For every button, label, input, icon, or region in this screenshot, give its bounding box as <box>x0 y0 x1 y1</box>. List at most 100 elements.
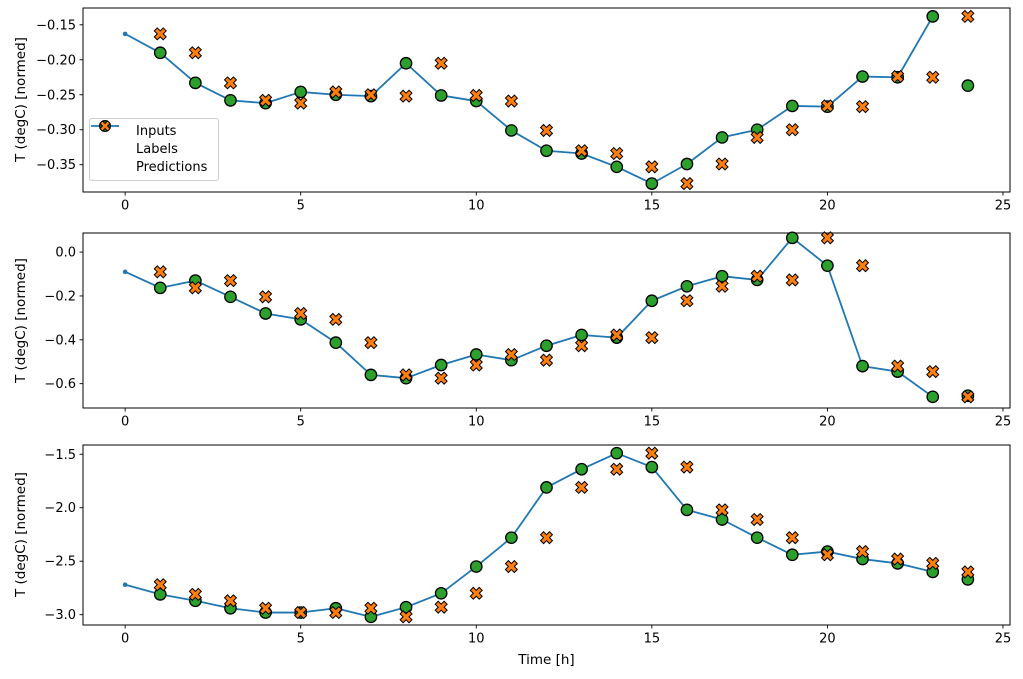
prediction-marker <box>715 157 729 171</box>
prediction-marker <box>258 290 273 304</box>
label-marker <box>259 307 272 320</box>
input-point <box>122 582 128 588</box>
label-marker <box>294 85 308 99</box>
prediction-marker <box>890 69 905 84</box>
input-point <box>122 269 128 275</box>
predictions-scatter <box>153 231 975 404</box>
prediction-marker <box>785 123 799 137</box>
label-marker <box>329 336 343 349</box>
prediction-marker <box>785 531 799 545</box>
prediction-marker <box>329 312 343 327</box>
label-marker <box>540 481 553 494</box>
x-tick-label: 15 <box>644 199 661 214</box>
label-marker <box>434 89 448 102</box>
label-marker <box>153 46 167 60</box>
y-tick-label: −0.6 <box>44 377 76 392</box>
plot-frame <box>82 444 1011 626</box>
x-tick-label: 15 <box>644 632 661 647</box>
prediction-marker <box>926 556 940 570</box>
label-marker <box>785 548 799 562</box>
prediction-marker <box>364 601 378 615</box>
inputs-path <box>124 452 933 618</box>
prediction-marker <box>294 605 308 620</box>
label-marker <box>434 586 448 600</box>
prediction-marker <box>258 601 273 615</box>
prediction-marker <box>715 503 729 517</box>
prediction-marker <box>645 330 659 345</box>
prediction-marker <box>820 548 835 562</box>
x-tick-label: 25 <box>995 199 1012 214</box>
prediction-marker <box>574 480 589 495</box>
prediction-marker <box>399 89 413 103</box>
x-tick-label: 0 <box>121 199 129 214</box>
label-marker <box>224 93 237 107</box>
inputs-line <box>122 14 936 186</box>
prediction-marker <box>750 269 764 283</box>
prediction-marker <box>820 231 835 245</box>
label-marker <box>785 231 799 245</box>
prediction-marker <box>926 364 940 379</box>
prediction-marker <box>961 565 975 579</box>
prediction-marker <box>188 587 203 602</box>
label-marker <box>680 157 694 171</box>
inputs-line <box>122 450 936 620</box>
x-axis-ticks: 0 5 10 15 20 25 <box>121 408 1011 430</box>
x-axis-label: Time [h] <box>518 652 575 668</box>
y-tick-label: −2.5 <box>44 555 76 570</box>
y-tick-label: −3.0 <box>44 608 76 623</box>
x-tick-label: 5 <box>297 415 305 430</box>
y-axis-label-panel-2: T (degC) [normed] <box>13 258 29 383</box>
prediction-marker <box>610 328 624 342</box>
x-tick-label: 0 <box>121 415 129 430</box>
y-tick-label: −0.15 <box>36 18 76 33</box>
prediction-marker <box>434 56 448 70</box>
prediction-marker <box>750 130 764 145</box>
prediction-marker <box>153 265 167 279</box>
label-marker <box>469 560 483 573</box>
prediction-marker <box>469 358 483 372</box>
y-tick-label: −0.4 <box>44 333 76 348</box>
x-tick-label: 10 <box>468 632 485 647</box>
prediction-marker <box>926 70 940 84</box>
label-marker <box>434 358 448 372</box>
plot-frame <box>82 7 1011 193</box>
prediction-marker <box>504 94 519 108</box>
label-marker <box>610 446 624 460</box>
predictions-x-icon <box>97 120 127 174</box>
label-marker <box>153 281 167 295</box>
label-marker <box>469 348 483 361</box>
y-tick-label: −0.35 <box>36 158 76 173</box>
label-marker <box>856 70 869 83</box>
label-marker <box>715 269 729 283</box>
label-marker <box>540 144 553 158</box>
prediction-marker <box>258 93 273 107</box>
label-marker <box>715 513 729 526</box>
predictions-scatter <box>153 446 975 624</box>
labels-scatter <box>153 231 975 404</box>
x-tick-label: 20 <box>819 632 836 647</box>
label-marker <box>750 531 764 545</box>
prediction-marker <box>364 336 378 350</box>
x-tick-label: 10 <box>468 415 485 430</box>
y-axis-label-panel-1: T (degC) [normed] <box>13 37 29 163</box>
y-tick-label: −0.25 <box>36 88 76 103</box>
prediction-marker <box>539 353 554 367</box>
legend-label-predictions: Predictions <box>136 159 208 175</box>
prediction-marker <box>750 512 764 527</box>
prediction-marker <box>329 605 343 620</box>
label-marker <box>856 359 869 373</box>
x-tick-label: 25 <box>995 415 1012 430</box>
label-marker <box>926 10 940 23</box>
label-marker <box>680 279 694 293</box>
label-marker <box>224 290 237 304</box>
input-point <box>122 31 128 37</box>
y-tick-label: −0.2 <box>44 289 76 304</box>
label-marker <box>505 531 518 545</box>
prediction-marker <box>574 339 589 353</box>
prediction-marker <box>610 462 624 476</box>
prediction-marker <box>399 368 413 382</box>
prediction-marker <box>961 390 975 404</box>
label-marker <box>785 99 799 113</box>
y-axis-ticks: 0.0 −0.2 −0.4 −0.6 <box>44 246 83 392</box>
x-axis-ticks: 0 5 10 15 20 25 <box>121 192 1011 214</box>
